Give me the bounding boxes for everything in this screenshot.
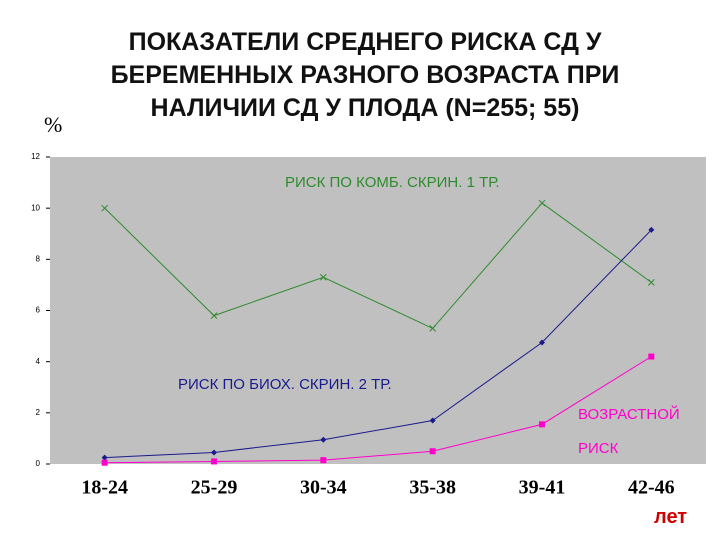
chart-title: ПОКАЗАТЕЛИ СРЕДНЕГО РИСКА СД У БЕРЕМЕННЫ… xyxy=(110,28,620,122)
point xyxy=(647,279,655,286)
point xyxy=(101,204,109,212)
y-tick-label: 12 xyxy=(31,152,40,161)
y-tick-label: 6 xyxy=(36,306,41,315)
x-tick-label: 39-41 xyxy=(519,477,566,499)
plot-area xyxy=(50,157,706,464)
point xyxy=(101,454,108,461)
x-tick-label: 25-29 xyxy=(191,477,238,499)
x-tick-label: 35-38 xyxy=(409,477,456,499)
point xyxy=(320,457,327,464)
point xyxy=(320,436,327,443)
y-tick-label: 8 xyxy=(36,254,41,263)
series-label: РИСК ПО КОМБ. СКРИН. 1 ТР. xyxy=(285,174,500,191)
x-tick-label: 30-34 xyxy=(300,477,347,499)
point xyxy=(538,199,546,207)
point xyxy=(210,312,218,319)
x-tick-label: 42-46 xyxy=(628,477,675,499)
point xyxy=(101,459,108,466)
point xyxy=(211,458,217,465)
series-line xyxy=(104,202,652,330)
point xyxy=(539,339,545,346)
series-line xyxy=(104,229,652,459)
point xyxy=(211,449,217,456)
y-axis-label: % xyxy=(44,112,63,137)
series-label: ВОЗРАСТНОЙ РИСК xyxy=(578,406,680,457)
y-tick-label: 0 xyxy=(36,459,41,468)
series-label: РИСК ПО БИОХ. СКРИН. 2 ТР. xyxy=(178,376,392,393)
point xyxy=(429,448,436,455)
y-tick-label: 10 xyxy=(31,203,40,212)
point xyxy=(648,226,655,233)
point xyxy=(319,273,327,281)
point xyxy=(429,325,437,332)
x-tick-label: 18-24 xyxy=(81,477,128,499)
series-line xyxy=(104,356,652,464)
y-tick-label: 4 xyxy=(36,357,41,366)
point xyxy=(648,353,655,360)
x-axis-label: лет xyxy=(654,506,688,528)
y-tick-label: 2 xyxy=(36,408,41,417)
point xyxy=(429,417,436,424)
point xyxy=(539,421,545,428)
